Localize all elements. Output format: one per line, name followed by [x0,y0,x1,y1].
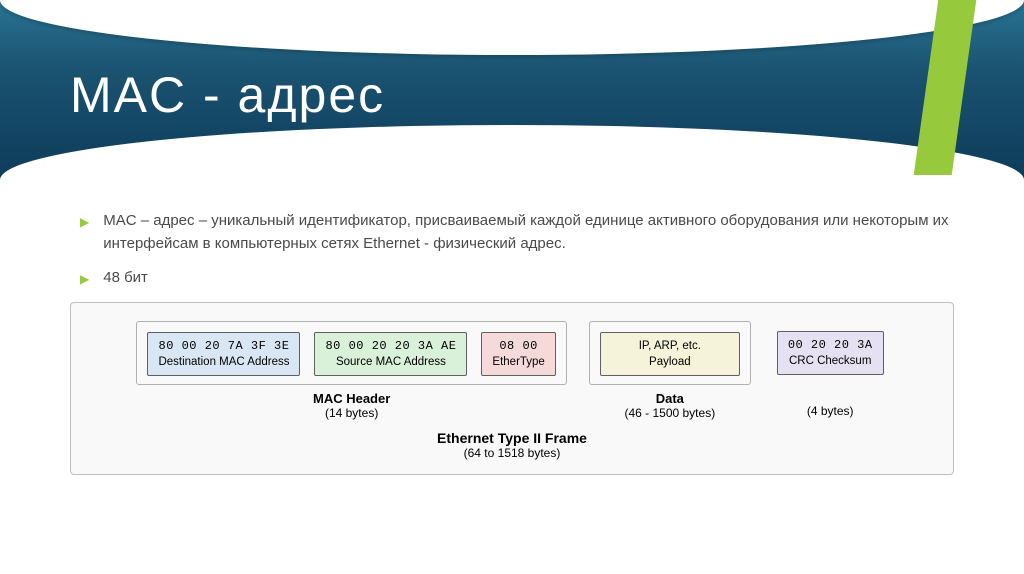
bullet-item: ▶ 48 бит [80,267,954,290]
ethernet-frame-diagram: 80 00 20 7A 3F 3E Destination MAC Addres… [70,302,954,476]
data-group: IP, ARP, etc. Payload [589,321,751,385]
mac-header-sub: (14 bytes) [325,406,378,420]
data-title: Data [656,391,684,406]
bullet-icon: ▶ [80,213,89,231]
content-area: ▶ MAC – адрес – уникальный идентификатор… [0,180,1024,290]
frame-overall-sub: (64 to 1518 bytes) [85,446,939,460]
dest-hex: 80 00 20 7A 3F 3E [158,338,289,355]
crc-column: 00 20 20 3A CRC Checksum (4 bytes) [773,321,888,421]
dest-label: Destination MAC Address [158,354,289,370]
ethertype-label: EtherType [492,354,544,370]
data-sub: (46 - 1500 bytes) [624,406,715,420]
ethertype-box: 08 00 EtherType [481,332,555,377]
payload-line1: IP, ARP, etc. [611,338,729,354]
payload-line2: Payload [611,354,729,370]
crc-box: 00 20 20 3A CRC Checksum [777,331,884,376]
frame-row: 80 00 20 7A 3F 3E Destination MAC Addres… [85,321,939,421]
dest-mac-box: 80 00 20 7A 3F 3E Destination MAC Addres… [147,332,300,377]
payload-box: IP, ARP, etc. Payload [600,332,740,376]
swoosh-bottom [0,125,1024,180]
mac-header-title: MAC Header [313,391,390,406]
swoosh-top [0,0,1024,55]
mac-header-column: 80 00 20 7A 3F 3E Destination MAC Addres… [136,321,566,421]
bullet-item: ▶ MAC – адрес – уникальный идентификатор… [80,210,954,255]
src-mac-box: 80 00 20 20 3A AE Source MAC Address [314,332,467,377]
bullet-text: MAC – адрес – уникальный идентификатор, … [103,210,954,255]
crc-group: 00 20 20 3A CRC Checksum [773,321,888,384]
crc-sub: (4 bytes) [807,404,854,418]
data-column: IP, ARP, etc. Payload Data (46 - 1500 by… [589,321,751,421]
header-banner: MAC - адрес [0,0,1024,180]
crc-label: CRC Checksum [788,353,873,369]
bullet-text: 48 бит [103,267,148,290]
mac-header-group: 80 00 20 7A 3F 3E Destination MAC Addres… [136,321,566,386]
bullet-icon: ▶ [80,270,89,288]
slide-title: MAC - адрес [70,66,385,124]
src-hex: 80 00 20 20 3A AE [325,338,456,355]
frame-overall-title: Ethernet Type II Frame [85,430,939,446]
src-label: Source MAC Address [325,354,456,370]
ethertype-hex: 08 00 [492,338,544,355]
crc-hex: 00 20 20 3A [788,337,873,354]
crc-spacer [828,389,832,404]
